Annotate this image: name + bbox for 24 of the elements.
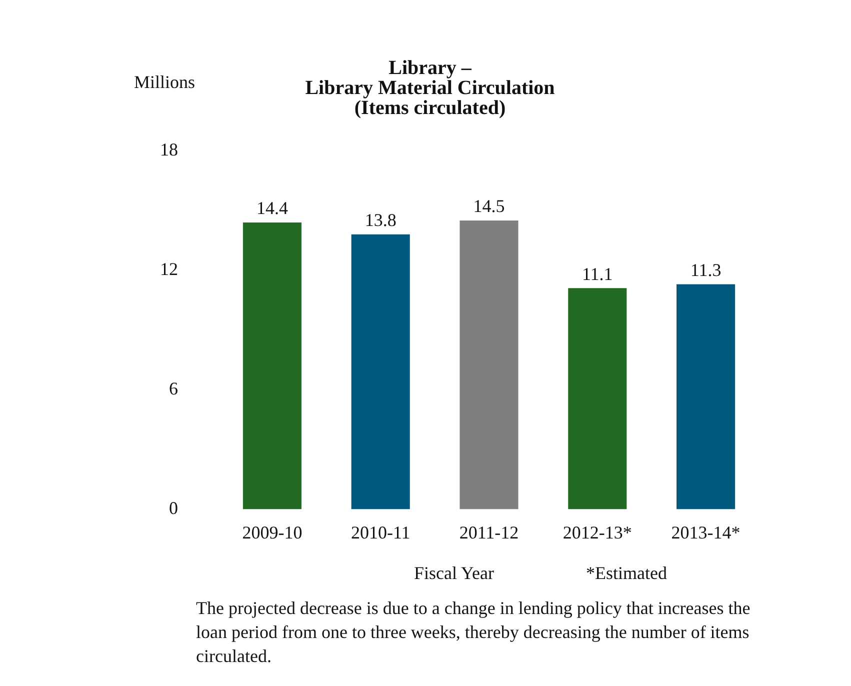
bar <box>460 220 518 510</box>
bar <box>568 288 627 510</box>
bar <box>242 222 302 510</box>
y-tick-label: 0 <box>169 498 178 518</box>
chart-title: Library – Library Material Circulation (Items circulated) <box>304 57 556 119</box>
data-label: 11.3 <box>690 260 722 280</box>
text: *Estimated <box>586 563 667 584</box>
x-tick-label: 2012-13* <box>562 522 632 543</box>
bar <box>676 284 736 510</box>
x-axis-title: Fiscal Year <box>414 563 494 584</box>
y-tick-label: 18 <box>160 140 178 160</box>
text: The projected decrease is due to a change in lending policy that increases the loan period from one to three weeks, thereby decreasing the number of items circulated. <box>196 597 752 668</box>
y-tick-label: 6 <box>169 378 178 398</box>
data-label: 11.1 <box>582 264 613 284</box>
data-label: 14.5 <box>473 196 505 216</box>
x-tick-label: 2009-10 <box>242 522 302 543</box>
y-tick-label: 12 <box>160 259 178 279</box>
y-axis-title: Millions <box>134 72 196 93</box>
data-label: 14.4 <box>256 198 288 218</box>
x-tick-label: 2013-14* <box>671 522 740 543</box>
x-tick-label: 2011-12 <box>459 522 519 543</box>
x-tick-label: 2010-11 <box>350 522 410 543</box>
bar <box>351 234 410 510</box>
data-label: 13.8 <box>364 210 396 230</box>
